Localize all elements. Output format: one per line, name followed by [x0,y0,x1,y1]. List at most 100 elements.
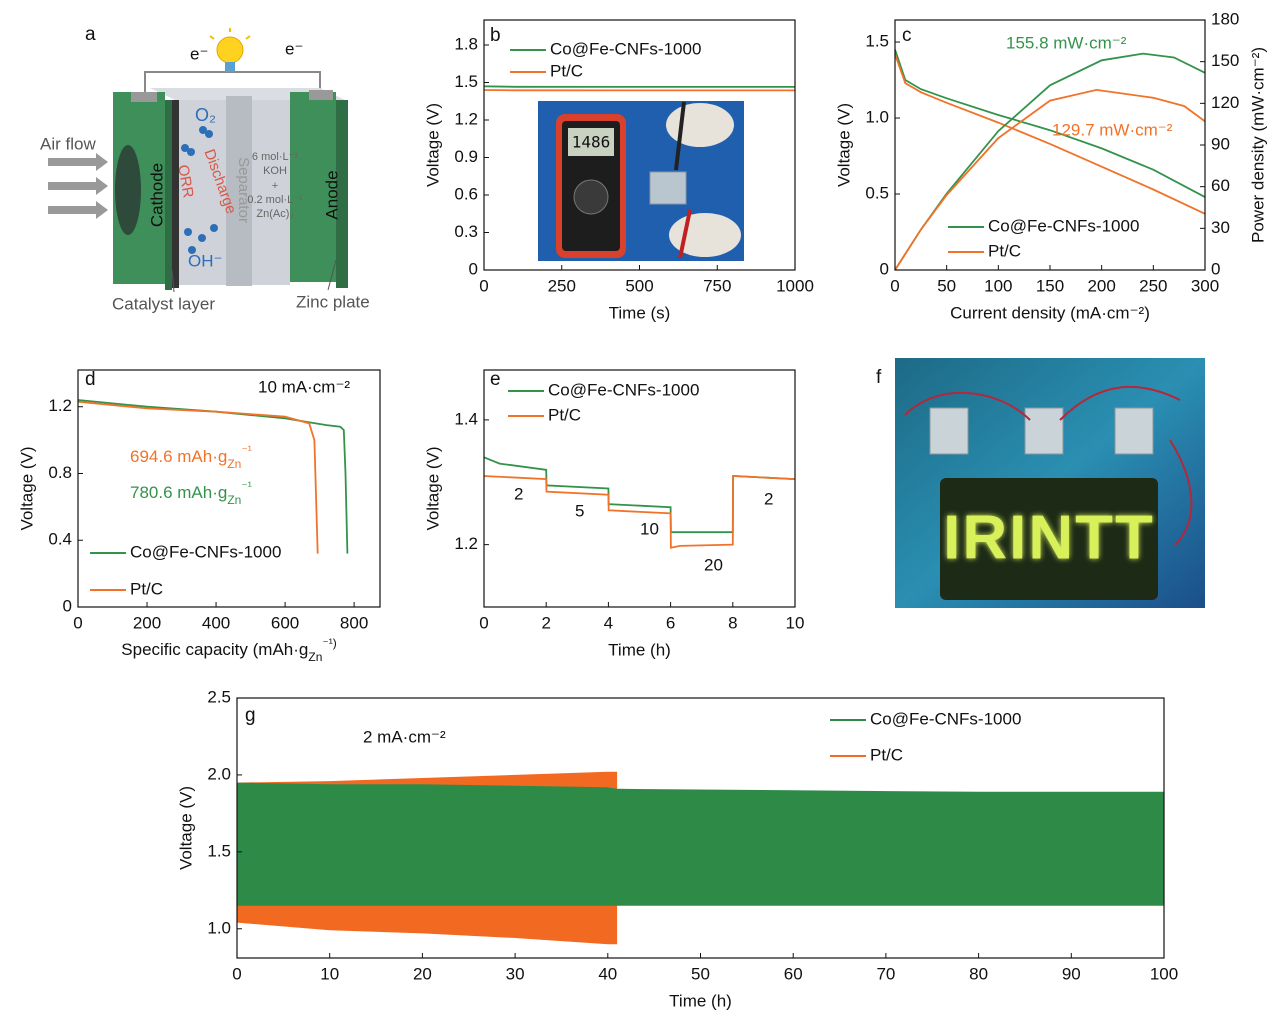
x-tick-label: 0 [890,276,899,295]
cell [649,171,687,205]
annotation: 129.7 mW·cm⁻² [1052,120,1173,139]
x-tick-label: 4 [604,613,613,632]
oxygen-label: O₂ [195,105,216,125]
legend-label: Pt/C [870,745,903,764]
annotation: 2 [764,489,773,508]
annotation-sub: Zn [227,457,241,471]
bulb-base [225,62,235,72]
electrolyte-label: 6 mol·L⁻¹ [252,151,298,163]
zinc-plate-label: Zinc plate [296,292,370,311]
anode-label: Anode [322,170,341,219]
x-tick-label: 1000 [776,276,814,295]
panel-label: e [490,369,501,390]
x-tick-label: 90 [1062,964,1081,983]
data-line [483,475,796,549]
x-tick-label: 400 [202,613,230,632]
data-line [894,53,1206,215]
hydroxide-label: OH⁻ [188,251,222,270]
x-tick-label: 10 [320,964,339,983]
x-tick-label: 200 [1087,276,1115,295]
y-tick-label: 0 [469,259,478,278]
cells [929,407,1154,455]
plot-frame [77,369,381,608]
y-tick-label: 1.0 [865,108,889,127]
y-axis-label: Voltage (V) [176,786,195,870]
x-tick-label: 8 [728,613,737,632]
x-tick-label: 500 [625,276,653,295]
x-tick-label: 150 [1036,276,1064,295]
data-line [483,85,795,88]
x-tick-label: 250 [548,276,576,295]
data-line [894,49,1206,198]
annotation: 155.8 mW·cm⁻² [1006,33,1127,52]
y-tick-label: 0.4 [48,530,72,549]
voltage-band [237,782,1164,906]
pointer [171,269,175,293]
x-axis-label: Time (s) [609,303,671,322]
y2-tick-label: 150 [1211,51,1239,70]
chart: 0 200 400 600 800 0 0.4 0.8 1.2 d Voltage (V) Co@Fe… [17,369,381,632]
panel-label: b [490,25,501,46]
annotation: 694.6 mAh·gZn⁻¹ [130,443,252,471]
annotation: 20 [704,555,723,574]
annotation-part: 694.6 mAh·g [130,447,227,466]
annotation-sup: ⁻¹ [241,443,251,457]
legend-label: Co@Fe-CNFs-1000 [550,39,701,58]
separator [226,96,252,286]
x-axis-label: Current density (mA·cm⁻²) [950,303,1150,322]
y-tick-label: 0.8 [48,463,72,482]
data-line [894,52,1206,271]
x-tick-label: 50 [937,276,956,295]
x-tick-label: 750 [703,276,731,295]
cathode-side [165,100,172,290]
chart: 0 2 4 6 8 10 1.2 1.4 e Voltage (V) Co@Fe-CNFs-1000… [423,369,804,632]
y-tick-label: 1.0 [207,918,231,937]
annotation: 5 [575,501,584,520]
legend-label: Pt/C [130,579,163,598]
x-tick-label: 80 [969,964,988,983]
annotation-sub: Zn [227,493,241,507]
chart: 0 250 500 750 1000 0 0.3 0.6 0.9 1.2 1.5 1.8 b Voltag… [423,19,814,295]
y-tick-label: 1.8 [454,34,478,53]
x-tick-label: 300 [1191,276,1219,295]
y-tick-label: 0 [880,259,889,278]
panel-label: g [245,705,256,726]
x-tick-label: 0 [232,964,241,983]
x-tick-label: 0 [479,613,488,632]
legend-label: Co@Fe-CNFs-1000 [130,542,281,561]
y-tick-label: 0.3 [454,222,478,241]
legend-label: Pt/C [550,61,583,80]
y-tick-label: 1.5 [454,72,478,91]
x-tick-label: 10 [786,613,805,632]
terminal [131,92,157,102]
data-line [77,400,319,554]
electron-label: e⁻ [285,39,303,58]
sign-text: IRINTT [943,503,1155,572]
y-tick-label: 0.6 [454,184,478,203]
legend-label: Pt/C [988,241,1021,260]
wires [904,385,1193,546]
anode-side [336,100,348,288]
panel-label: f [876,367,882,388]
annotation-part: 780.6 mAh·g [130,483,227,502]
legend-label: Pt/C [548,405,581,424]
led-sign-photo: f IRINTT [876,358,1205,608]
y2-tick-label: 0 [1211,259,1220,278]
legend-label: Co@Fe-CNFs-1000 [988,216,1139,235]
anode-plate [290,92,336,282]
dial [573,179,609,215]
plot-frame [483,369,796,608]
y-tick-label: 2.0 [207,764,231,783]
y2-tick-label: 120 [1211,93,1239,112]
y2-axis-label: Power density (mW·cm⁻²) [1248,47,1267,243]
y-tick-label: 1.2 [454,109,478,128]
y-axis-label: Voltage (V) [423,103,442,187]
multimeter-screen [568,128,614,156]
x-tick-label: 100 [1150,964,1178,983]
x-tick-label: 200 [133,613,161,632]
catalyst-layer [172,100,179,288]
y-tick-label: 1.2 [454,534,478,553]
annotation: 780.6 mAh·gZn⁻¹ [130,479,252,507]
separator-label: Separator [235,157,252,223]
